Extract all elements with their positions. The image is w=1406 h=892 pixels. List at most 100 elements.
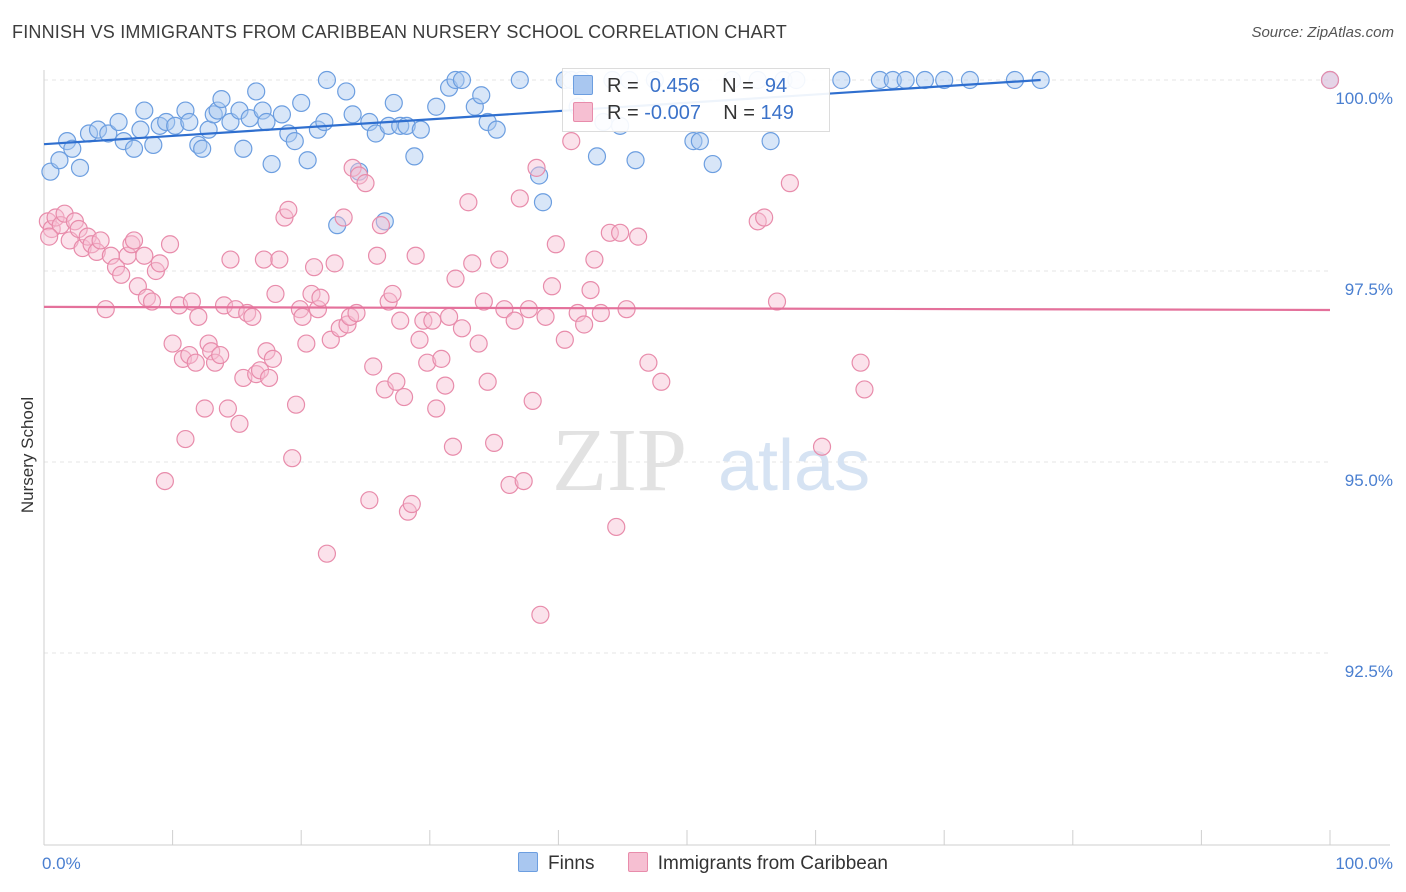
legend-r-value: 0.456 xyxy=(649,75,700,97)
point-caribbean xyxy=(254,250,274,269)
point-caribbean xyxy=(155,472,174,491)
y-tick-label: 100.0% xyxy=(1335,89,1393,108)
point-finns xyxy=(626,151,645,170)
point-finns xyxy=(262,154,281,174)
point-caribbean xyxy=(1320,70,1340,90)
point-caribbean xyxy=(218,399,237,418)
point-caribbean xyxy=(523,391,542,410)
point-finns xyxy=(328,216,347,235)
gridlines xyxy=(44,79,1330,654)
point-caribbean xyxy=(410,330,429,349)
legend-swatch-caribbean xyxy=(627,852,648,872)
y-tick-labels: 100.0% 97.5% 95.0% 92.5% xyxy=(1335,89,1393,681)
point-caribbean xyxy=(600,223,619,242)
axes xyxy=(43,70,1390,846)
point-finns xyxy=(587,147,607,166)
point-caribbean xyxy=(360,491,379,510)
point-caribbean xyxy=(230,414,249,433)
point-caribbean xyxy=(591,303,610,323)
point-caribbean xyxy=(142,292,162,311)
legend-label-finns: Finns xyxy=(548,853,595,874)
point-finns xyxy=(199,120,218,139)
point-caribbean xyxy=(266,284,285,304)
point-finns xyxy=(337,82,356,101)
point-finns xyxy=(212,89,231,109)
point-caribbean xyxy=(495,300,514,319)
point-caribbean xyxy=(73,238,92,258)
point-caribbean xyxy=(555,330,574,349)
point-caribbean xyxy=(243,307,262,326)
data-points xyxy=(38,70,1340,624)
point-caribbean xyxy=(211,345,230,365)
point-caribbean xyxy=(286,395,306,414)
point-finns xyxy=(70,158,90,177)
point-finns xyxy=(135,101,154,120)
point-caribbean xyxy=(432,349,451,368)
point-caribbean xyxy=(519,300,538,319)
point-finns xyxy=(405,147,424,166)
point-finns xyxy=(487,120,506,139)
point-caribbean xyxy=(317,544,337,563)
point-caribbean xyxy=(221,250,240,269)
trend-lines xyxy=(43,78,1331,312)
point-caribbean xyxy=(364,357,383,376)
point-finns xyxy=(176,101,195,120)
point-caribbean xyxy=(585,250,604,269)
x-tick-label: 100.0% xyxy=(1335,854,1393,873)
point-caribbean xyxy=(112,265,131,284)
point-finns xyxy=(253,101,272,120)
point-finns xyxy=(446,70,465,90)
point-finns xyxy=(114,132,133,151)
point-caribbean xyxy=(304,258,324,277)
point-finns xyxy=(684,132,703,151)
point-caribbean xyxy=(490,250,509,269)
point-finns xyxy=(896,70,915,90)
legend-label-caribbean: Immigrants from Caribbean xyxy=(657,853,888,874)
legend-swatch-finns xyxy=(518,852,539,872)
y-tick-label: 97.5% xyxy=(1345,280,1393,299)
point-finns xyxy=(703,154,722,174)
point-caribbean xyxy=(478,372,497,391)
point-caribbean xyxy=(182,292,201,311)
point-caribbean xyxy=(505,311,524,330)
point-finns xyxy=(935,70,954,90)
point-caribbean xyxy=(91,231,110,250)
point-caribbean xyxy=(96,300,115,319)
point-caribbean xyxy=(55,204,74,223)
point-finns xyxy=(234,139,253,158)
legend-item-finns[interactable]: Finns xyxy=(518,852,594,875)
point-caribbean xyxy=(334,208,353,227)
y-tick-label: 95.0% xyxy=(1345,471,1393,490)
point-caribbean xyxy=(485,433,504,452)
point-finns xyxy=(144,135,163,155)
point-caribbean xyxy=(347,303,366,323)
point-finns xyxy=(99,124,118,143)
point-caribbean xyxy=(189,307,208,326)
point-caribbean xyxy=(387,372,406,391)
point-caribbean xyxy=(87,242,106,261)
point-finns xyxy=(292,93,311,113)
point-finns xyxy=(88,120,108,139)
y-axis-label: Nursery School xyxy=(18,397,37,513)
point-caribbean xyxy=(459,193,478,212)
point-caribbean xyxy=(391,311,410,330)
point-finns xyxy=(247,82,266,101)
point-caribbean xyxy=(367,246,387,265)
legend-item-caribbean[interactable]: Immigrants from Caribbean xyxy=(627,852,888,875)
legend-n-label: N = xyxy=(723,102,755,124)
point-caribbean xyxy=(163,334,182,353)
point-finns xyxy=(63,139,82,158)
point-caribbean xyxy=(257,342,276,361)
point-caribbean xyxy=(423,311,442,330)
trend-line-caribbean xyxy=(43,305,1331,312)
point-caribbean xyxy=(226,300,245,319)
legend-r-value: -0.007 xyxy=(644,102,701,124)
point-caribbean xyxy=(356,174,375,193)
point-caribbean xyxy=(297,334,316,353)
point-finns xyxy=(472,86,491,105)
point-caribbean xyxy=(767,292,787,311)
point-caribbean xyxy=(527,158,546,177)
point-caribbean xyxy=(611,223,630,242)
point-caribbean xyxy=(383,284,402,304)
point-caribbean xyxy=(443,437,463,456)
